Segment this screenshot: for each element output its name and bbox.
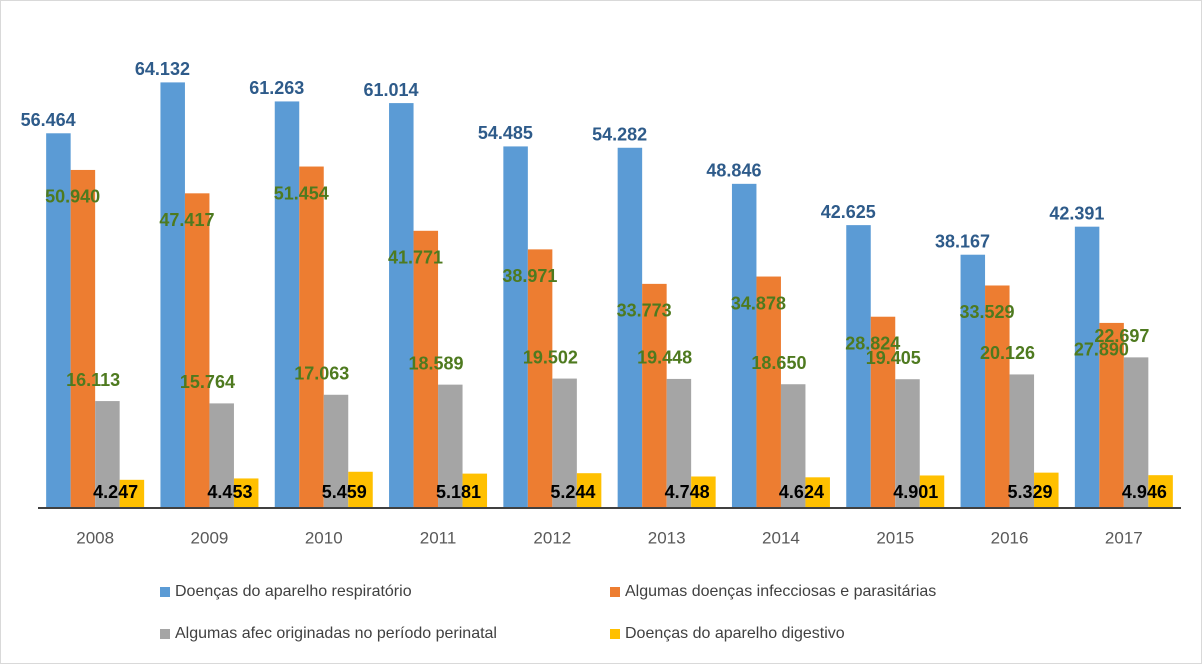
value-label: 19.405	[866, 348, 921, 368]
bar	[70, 169, 96, 508]
x-tick-label: 2012	[533, 528, 571, 547]
bar	[846, 225, 871, 508]
value-label: 22.697	[1094, 326, 1149, 346]
legend-swatch	[160, 587, 170, 597]
value-label: 61.014	[364, 80, 419, 100]
bar	[1099, 322, 1124, 508]
value-label: 54.282	[592, 125, 647, 145]
legend-label: Doenças do aparelho digestivo	[625, 625, 845, 642]
value-label: 33.773	[617, 301, 672, 321]
bar	[756, 276, 781, 508]
value-label: 5.459	[322, 482, 367, 502]
bar	[46, 133, 71, 508]
bar	[95, 401, 120, 508]
value-label: 16.113	[66, 370, 120, 390]
value-label: 17.063	[294, 364, 349, 384]
bar	[299, 166, 324, 509]
value-label: 54.485	[478, 123, 533, 143]
bar	[462, 473, 488, 508]
value-label: 27.890	[1074, 340, 1129, 360]
bar	[389, 103, 414, 509]
value-label: 48.846	[706, 161, 761, 181]
x-tick-label: 2011	[420, 528, 457, 547]
bar	[160, 82, 185, 508]
bar	[1034, 472, 1059, 508]
bar	[870, 316, 896, 508]
value-label: 4.946	[1122, 482, 1167, 502]
bar	[503, 146, 528, 508]
value-label: 61.263	[249, 78, 304, 98]
legend-swatch	[160, 629, 170, 639]
bar	[805, 477, 830, 508]
bar	[438, 384, 463, 508]
value-label: 5.329	[1008, 482, 1053, 502]
bar	[184, 193, 210, 508]
bar	[274, 101, 300, 508]
bar	[119, 479, 145, 508]
value-label: 56.464	[21, 110, 76, 130]
bar	[691, 476, 716, 508]
bar	[919, 475, 945, 508]
value-label: 18.589	[409, 353, 464, 373]
bar	[527, 249, 553, 508]
bar	[413, 230, 439, 508]
value-label: 18.650	[751, 353, 806, 373]
value-label: 42.391	[1049, 203, 1104, 223]
bar	[895, 379, 920, 508]
bar	[1148, 475, 1173, 508]
value-label: 41.771	[388, 248, 443, 268]
value-label: 19.448	[637, 348, 692, 368]
value-label: 50.940	[45, 187, 100, 207]
legend-label: Algumas doenças infecciosas e parasitári…	[625, 583, 936, 600]
legend-swatch	[610, 587, 620, 597]
value-label: 20.126	[980, 343, 1035, 363]
bar	[985, 285, 1010, 508]
bar	[1074, 226, 1100, 508]
value-label: 4.624	[779, 482, 824, 502]
bar	[209, 403, 234, 508]
value-label: 64.132	[135, 59, 190, 79]
x-tick-label: 2008	[76, 528, 114, 547]
bar	[576, 473, 602, 508]
bar	[780, 384, 806, 508]
value-label: 42.625	[821, 202, 876, 222]
value-label: 51.454	[274, 183, 329, 203]
bar	[348, 471, 373, 508]
x-tick-label: 2009	[191, 528, 229, 547]
value-label: 4.748	[665, 482, 710, 502]
x-tick-label: 2013	[648, 528, 686, 547]
bar	[617, 147, 643, 509]
value-label: 47.417	[159, 210, 214, 230]
value-label: 5.181	[436, 482, 481, 502]
x-tick-label: 2016	[991, 528, 1029, 547]
value-label: 38.167	[935, 231, 990, 251]
x-tick-label: 2015	[876, 528, 914, 547]
bar	[666, 378, 692, 508]
legend-label: Algumas afec originadas no período perin…	[175, 625, 497, 642]
value-label: 34.878	[731, 293, 786, 313]
value-label: 28.824	[845, 333, 900, 353]
value-label: 4.901	[893, 482, 938, 502]
bar	[642, 283, 667, 508]
bar	[233, 478, 259, 508]
x-tick-label: 2017	[1105, 528, 1143, 547]
legend-swatch	[610, 629, 620, 639]
x-tick-label: 2010	[305, 528, 343, 547]
value-label: 4.453	[207, 482, 252, 502]
bar	[552, 378, 577, 508]
value-label: 19.502	[523, 347, 578, 367]
x-tick-label: 2014	[762, 528, 800, 547]
bar	[1123, 357, 1149, 508]
value-label: 38.971	[502, 266, 557, 286]
value-label: 15.764	[180, 372, 235, 392]
value-label: 33.529	[960, 302, 1015, 322]
value-label: 4.247	[93, 482, 138, 502]
bar	[960, 254, 986, 508]
value-label: 5.244	[550, 482, 595, 502]
bar	[1009, 374, 1035, 508]
legend-label: Doenças do aparelho respiratório	[175, 583, 412, 600]
bar	[731, 183, 757, 508]
bar	[323, 394, 349, 508]
